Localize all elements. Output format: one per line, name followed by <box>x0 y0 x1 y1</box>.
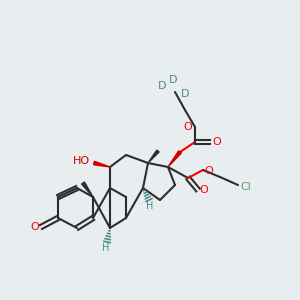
Text: D: D <box>158 81 166 91</box>
Polygon shape <box>94 161 110 167</box>
Text: O: O <box>205 166 213 176</box>
Text: Cl: Cl <box>241 182 251 192</box>
Polygon shape <box>168 151 182 167</box>
Text: O: O <box>184 122 192 132</box>
Text: HO: HO <box>72 156 90 166</box>
Text: O: O <box>213 137 221 147</box>
Text: O: O <box>31 222 39 232</box>
Polygon shape <box>82 182 93 197</box>
Polygon shape <box>148 150 159 163</box>
Text: D: D <box>181 89 189 99</box>
Text: O: O <box>200 185 208 195</box>
Text: D: D <box>169 75 177 85</box>
Text: H: H <box>146 201 154 211</box>
Text: H: H <box>102 243 110 253</box>
